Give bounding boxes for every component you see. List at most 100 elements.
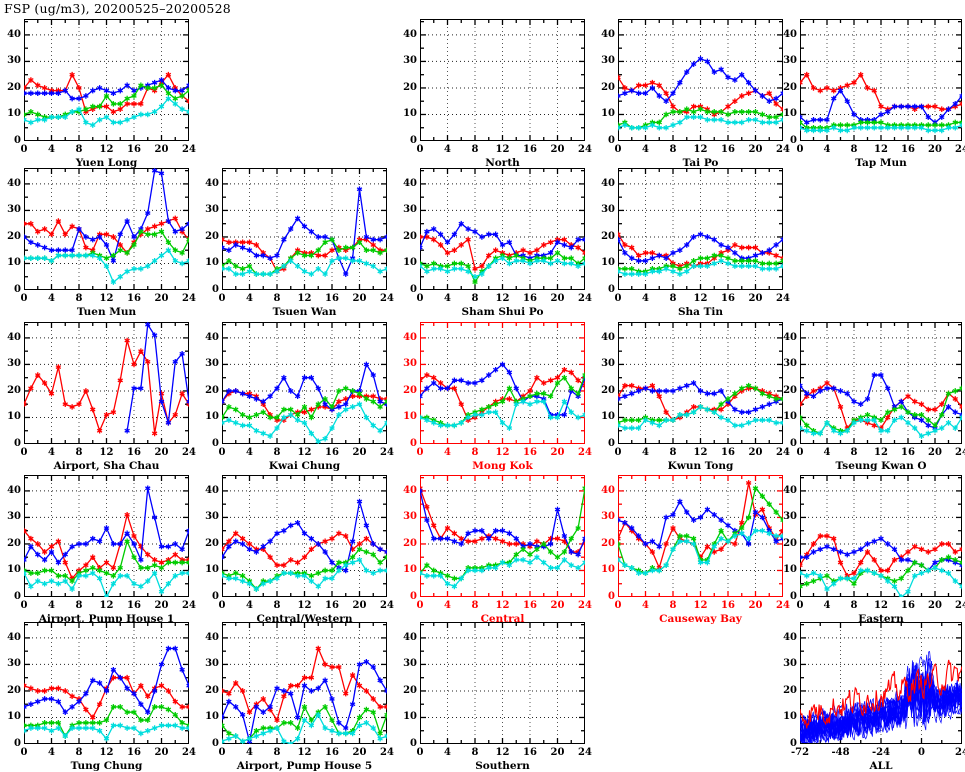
y-tick-label: 0 (410, 135, 417, 146)
x-tick-label: 12 (693, 600, 708, 611)
x-tick-label: 12 (99, 600, 114, 611)
y-tick-label: 0 (212, 591, 219, 602)
x-tick-label: 4 (444, 600, 451, 611)
y-tick-label: 30 (403, 658, 417, 670)
x-tick-label: 24 (578, 293, 592, 304)
y-tick-label: 20 (783, 537, 797, 549)
y-tick-label: 40 (783, 331, 797, 343)
x-tick-label: 12 (297, 747, 312, 758)
panel-north: 0 10 20 30 40 0 4 8 12 16 20 24 North (403, 19, 592, 168)
panel-title-tai-po: Tai Po (682, 157, 719, 169)
y-tick-label: 10 (403, 411, 417, 423)
y-tick-label: 40 (403, 331, 417, 343)
y-tick-label: 20 (7, 384, 21, 396)
panel-airport-pump-house-5: 0 10 20 30 40 0 4 8 12 16 20 24 Airport, Pump House … (205, 622, 394, 771)
x-tick-label: 16 (721, 447, 735, 458)
y-tick-label: 20 (7, 230, 21, 242)
panel-title-airport-pump-house-1: Airport, Pump House 1 (38, 613, 175, 625)
x-tick-label: 0 (614, 600, 622, 611)
x-tick-label: 4 (642, 293, 649, 304)
panel-title-tuen-mun: Tuen Mun (76, 306, 137, 318)
y-tick-label: 30 (7, 55, 21, 67)
y-tick-label: 0 (790, 591, 797, 602)
plot-canvas (618, 475, 783, 597)
panel-title-north: North (485, 157, 520, 169)
y-tick-label: 40 (7, 631, 21, 643)
panel-sham-shui-po: 0 10 20 30 40 0 4 8 12 16 20 24 Sham Shui Po (403, 168, 592, 317)
x-tick-label: 12 (99, 747, 114, 758)
x-tick-label: 4 (642, 600, 649, 611)
y-tick-label: 10 (7, 411, 21, 423)
panel-title-southern: Southern (475, 760, 530, 772)
x-tick-label: 24 (578, 447, 592, 458)
x-tick-label: 16 (901, 447, 915, 458)
x-tick-label: 16 (127, 600, 141, 611)
panel-title-kwun-tong: Kwun Tong (667, 460, 734, 472)
y-tick-label: 30 (7, 204, 21, 216)
x-tick-label: 8 (669, 144, 677, 155)
y-tick-label: 30 (403, 511, 417, 523)
y-tick-label: 0 (608, 284, 615, 295)
x-tick-label: 0 (218, 293, 226, 304)
x-tick-label: 24 (955, 144, 965, 155)
x-tick-label: 4 (246, 447, 253, 458)
x-tick-label: 12 (874, 600, 888, 611)
x-tick-label: 20 (550, 144, 565, 155)
x-tick-label: 20 (550, 747, 565, 758)
y-tick-label: 0 (410, 591, 417, 602)
y-tick-label: 10 (7, 711, 21, 723)
panel-airport-sha-chau: 0 10 20 30 40 0 4 8 12 16 20 24 Airport, Sha Chau (7, 322, 196, 471)
y-tick-label: 0 (790, 738, 797, 749)
y-tick-label: 30 (205, 204, 219, 216)
y-tick-label: 30 (783, 511, 797, 523)
x-tick-label: 4 (246, 293, 253, 304)
plot-canvas (800, 622, 962, 744)
x-tick-label: 16 (325, 293, 339, 304)
x-tick-label: 16 (127, 144, 141, 155)
plot-canvas (24, 322, 189, 444)
x-tick-label: 4 (823, 447, 831, 458)
x-tick-label: 12 (297, 600, 312, 611)
y-tick-label: 20 (403, 684, 417, 696)
y-tick-label: 20 (601, 230, 615, 242)
y-tick-label: 30 (7, 658, 21, 670)
panel-title-all: ALL (869, 760, 893, 772)
y-tick-label: 20 (7, 81, 21, 93)
y-tick-label: 40 (601, 331, 615, 343)
x-tick-label: 16 (901, 600, 915, 611)
x-tick-label: 0 (20, 144, 28, 155)
y-tick-label: 30 (403, 204, 417, 216)
plot-canvas (24, 19, 189, 141)
y-tick-label: 10 (601, 108, 615, 120)
x-tick-label: 12 (495, 144, 510, 155)
x-tick-label: 8 (471, 747, 479, 758)
y-tick-label: 30 (205, 658, 219, 670)
x-tick-label: 0 (218, 600, 226, 611)
x-tick-label: 0 (218, 447, 226, 458)
panel-tap-mun: 0 10 20 30 40 0 4 8 12 16 20 24 Tap Mun (783, 19, 965, 168)
x-tick-label: 16 (721, 600, 735, 611)
y-tick-label: 10 (403, 108, 417, 120)
x-tick-label: 8 (273, 447, 281, 458)
x-tick-label: 12 (495, 293, 510, 304)
x-tick-label: 8 (75, 293, 83, 304)
x-tick-label: 4 (823, 600, 831, 611)
x-tick-label: 0 (796, 600, 804, 611)
x-tick-label: 20 (748, 447, 763, 458)
y-tick-label: 40 (205, 331, 219, 343)
y-tick-label: 30 (7, 511, 21, 523)
y-tick-label: 20 (403, 537, 417, 549)
x-tick-label: 8 (471, 144, 479, 155)
plot-canvas (618, 168, 783, 290)
x-tick-label: 24 (955, 447, 965, 458)
x-tick-label: 16 (127, 447, 141, 458)
x-tick-label: 20 (154, 600, 169, 611)
panel-all: 0 10 20 30 40 -72 -48 -24 0 24 ALL (783, 622, 965, 771)
plot-canvas (800, 322, 962, 444)
panel-title-airport-pump-house-5: Airport, Pump House 5 (236, 760, 373, 772)
plot-canvas (420, 622, 585, 744)
y-tick-label: 30 (601, 511, 615, 523)
x-tick-label: 0 (416, 447, 424, 458)
x-tick-label: 16 (721, 293, 735, 304)
x-tick-label: 20 (928, 144, 942, 155)
